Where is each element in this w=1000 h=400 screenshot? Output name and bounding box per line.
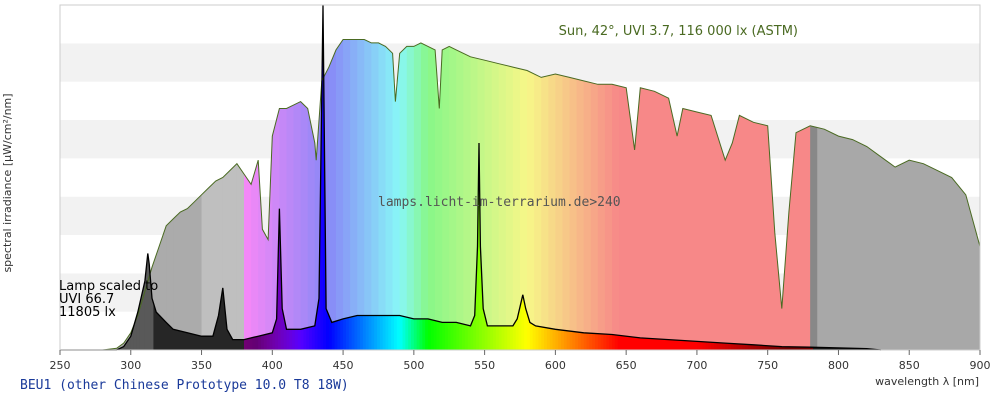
x-axis-label: wavelength λ [nm] <box>875 375 979 388</box>
watermark-text: lamps.licht-im-terrarium.de>240 <box>378 195 621 210</box>
chart-title: Sun, 42°, UVI 3.7, 116 000 lx (ASTM) <box>559 24 798 39</box>
x-tick-label: 600 <box>545 359 566 372</box>
x-tick-label: 500 <box>403 359 424 372</box>
lamp-series-line <box>60 4 881 351</box>
lamp-caption: BEU1 (other Chinese Prototype 10.0 T8 18… <box>20 378 349 393</box>
lamp-note-line-3: 11805 lx <box>59 305 116 320</box>
x-tick-label: 650 <box>616 359 637 372</box>
x-tick-label: 750 <box>757 359 778 372</box>
x-tick-label: 800 <box>828 359 849 372</box>
lamp-note-line-1: Lamp scaled to <box>59 279 158 294</box>
y-axis-label: spectral irradiance [µW/cm²/nm] <box>1 93 14 272</box>
x-tick-label: 900 <box>970 359 991 372</box>
x-tick-label: 700 <box>686 359 707 372</box>
sun-series-line <box>60 39 981 351</box>
grid-band <box>60 5 980 44</box>
x-tick-label: 550 <box>474 359 495 372</box>
x-tick-label: 250 <box>50 359 71 372</box>
lamp-note-line-2: UVI 66.7 <box>59 292 114 307</box>
x-tick-label: 850 <box>899 359 920 372</box>
x-tick-label: 350 <box>191 359 212 372</box>
x-tick-label: 400 <box>262 359 283 372</box>
x-axis-ticks: 250 300 350 400 450 500 550 600 650 700 750 800 850 9… <box>50 350 991 372</box>
x-tick-label: 300 <box>120 359 141 372</box>
x-tick-label: 450 <box>333 359 354 372</box>
plot-frame <box>59 4 981 351</box>
